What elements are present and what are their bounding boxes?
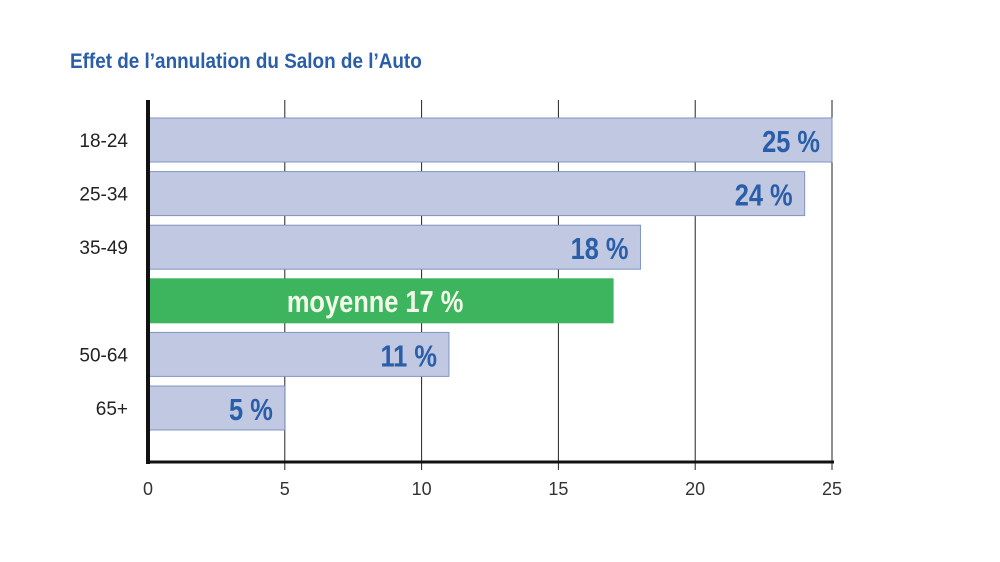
x-tick-label: 5	[280, 479, 290, 499]
value-label: 18 %	[571, 232, 629, 267]
value-label: 5 %	[229, 393, 273, 428]
chart-title: Effet de l’annulation du Salon de l’Auto	[70, 50, 422, 73]
average-value-label: moyenne 17 %	[287, 284, 463, 319]
value-label: 25 %	[762, 125, 820, 160]
bar	[147, 224, 641, 270]
bar	[147, 171, 806, 217]
value-label: 24 %	[735, 178, 793, 213]
bar	[147, 117, 833, 163]
category-label: 25-34	[79, 185, 128, 206]
x-tick-label: 10	[412, 479, 432, 499]
category-label: 50-64	[79, 345, 128, 366]
x-tick-label: 25	[822, 479, 842, 499]
category-label: 65+	[96, 399, 128, 420]
bar	[147, 385, 286, 431]
category-label: 18-24	[79, 131, 128, 152]
x-tick-label: 0	[143, 479, 153, 499]
category-label: 35-49	[79, 238, 128, 259]
bar	[147, 331, 450, 377]
x-tick-label: 20	[685, 479, 705, 499]
x-tick-label: 15	[548, 479, 568, 499]
value-label: 11 %	[380, 339, 437, 374]
average-bar	[147, 278, 614, 324]
